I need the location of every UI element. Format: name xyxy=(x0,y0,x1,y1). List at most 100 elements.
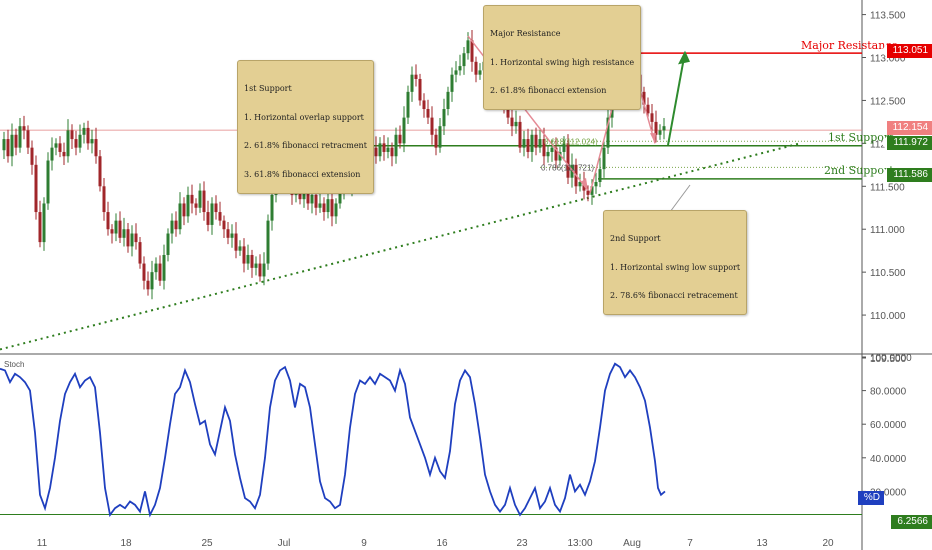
callout-line: 2. 61.8% fibonacci retracment xyxy=(244,141,367,150)
candle-body xyxy=(450,74,454,92)
candle-body xyxy=(594,182,598,187)
candle-body xyxy=(658,130,662,135)
callout-line: 2. 78.6% fibonacci retracement xyxy=(610,291,738,300)
candle-body xyxy=(530,134,534,152)
y-tick-label: 111.500 xyxy=(870,182,905,193)
callout-title: Major Resistance xyxy=(490,29,561,38)
candle-body xyxy=(34,164,38,213)
candle-body xyxy=(166,233,170,255)
candle-body xyxy=(310,194,314,204)
major-resistance-price-tag: 113.051 xyxy=(880,44,932,58)
candle-body xyxy=(194,203,198,208)
stoch-y-tick-label: 20.0000 xyxy=(870,487,907,498)
candle-body xyxy=(66,130,70,157)
candle-body xyxy=(390,147,394,157)
candle-body xyxy=(14,134,18,148)
candle-body xyxy=(70,130,74,140)
y-tick-label: 110.500 xyxy=(870,268,906,279)
candle-body xyxy=(150,272,154,290)
candle-body xyxy=(382,143,386,152)
candle-body xyxy=(418,78,422,101)
fib-label-786: 0.786(111.721) xyxy=(541,163,594,172)
y-tick-label: 113.500 xyxy=(870,11,906,22)
candle-body xyxy=(442,109,446,127)
stoch-level-tag: 6.2566 xyxy=(885,515,932,529)
callout-title: 2nd Support xyxy=(610,234,661,243)
y-tick-label: 113.000 xyxy=(870,54,906,65)
candle-body xyxy=(190,194,194,204)
candle-body xyxy=(534,134,538,148)
candle-body xyxy=(386,147,390,152)
candle-body xyxy=(662,126,666,131)
fib-label-618: 0.618(112.024) xyxy=(544,137,598,146)
candle-body xyxy=(334,203,338,217)
candle-body xyxy=(142,263,146,281)
x-tick-label: 9 xyxy=(361,538,367,549)
candle-body xyxy=(74,139,78,148)
candle-body xyxy=(422,100,426,110)
candle-body xyxy=(446,91,450,110)
candle-body xyxy=(26,130,30,148)
candle-body xyxy=(510,117,514,127)
candle-body xyxy=(94,139,98,157)
candle-body xyxy=(158,263,162,281)
candle-body xyxy=(122,229,126,238)
candle-body xyxy=(654,121,658,135)
candle-body xyxy=(82,127,86,135)
candle-body xyxy=(522,139,526,148)
candle-body xyxy=(2,139,6,151)
candle-body xyxy=(566,143,570,178)
candle-body xyxy=(454,70,458,75)
candle-body xyxy=(546,151,550,157)
candle-body xyxy=(234,233,238,251)
candle-body xyxy=(414,74,418,79)
x-tick-label: 25 xyxy=(201,538,213,549)
candle-body xyxy=(326,199,330,213)
candle-body xyxy=(242,246,246,264)
candle-body xyxy=(222,220,226,230)
callout-title: 1st Support xyxy=(244,84,292,93)
candle-body xyxy=(410,74,414,92)
stoch-line xyxy=(0,362,666,518)
candle-body xyxy=(50,147,54,161)
candle-body xyxy=(478,70,482,75)
candle-body xyxy=(578,182,582,187)
y-tick-label: 109.500 xyxy=(870,354,907,365)
candle-body xyxy=(514,121,518,127)
candle-body xyxy=(254,263,258,268)
candle-body xyxy=(398,134,402,144)
candle-body xyxy=(438,126,442,148)
second-support-label: 2nd Support xyxy=(824,164,894,177)
candle-body xyxy=(590,186,594,195)
candle-body xyxy=(130,233,134,247)
candle-body xyxy=(554,147,558,161)
candle-body xyxy=(646,104,650,114)
candle-body xyxy=(602,147,606,170)
stoch-title: Stoch xyxy=(4,360,24,369)
first-support-label: 1st Support xyxy=(828,131,894,144)
candle-body xyxy=(182,203,186,217)
candle-body xyxy=(218,212,222,221)
candle-body xyxy=(126,229,130,247)
y-tick-label: 112.500 xyxy=(870,96,906,107)
candle-body xyxy=(110,229,114,234)
candle-body xyxy=(402,117,406,144)
callout-line: 3. 61.8% fibonacci extension xyxy=(244,169,361,179)
candle-body xyxy=(306,190,310,204)
candle-body xyxy=(6,139,10,157)
candle-body xyxy=(62,151,66,157)
x-tick-label: Aug xyxy=(623,538,641,549)
candle-body xyxy=(426,109,430,118)
candle-body xyxy=(470,40,474,62)
candle-body xyxy=(246,254,250,264)
candle-body xyxy=(642,91,646,105)
candle-body xyxy=(174,220,178,230)
candle-body xyxy=(338,190,342,204)
stoch-y-tick-label: 60.0000 xyxy=(870,420,907,431)
candle-body xyxy=(270,194,274,221)
candle-body xyxy=(314,194,318,208)
x-tick-label: Jul xyxy=(278,538,291,549)
candle-body xyxy=(114,220,118,234)
candle-body xyxy=(542,139,546,157)
candle-body xyxy=(650,113,654,122)
